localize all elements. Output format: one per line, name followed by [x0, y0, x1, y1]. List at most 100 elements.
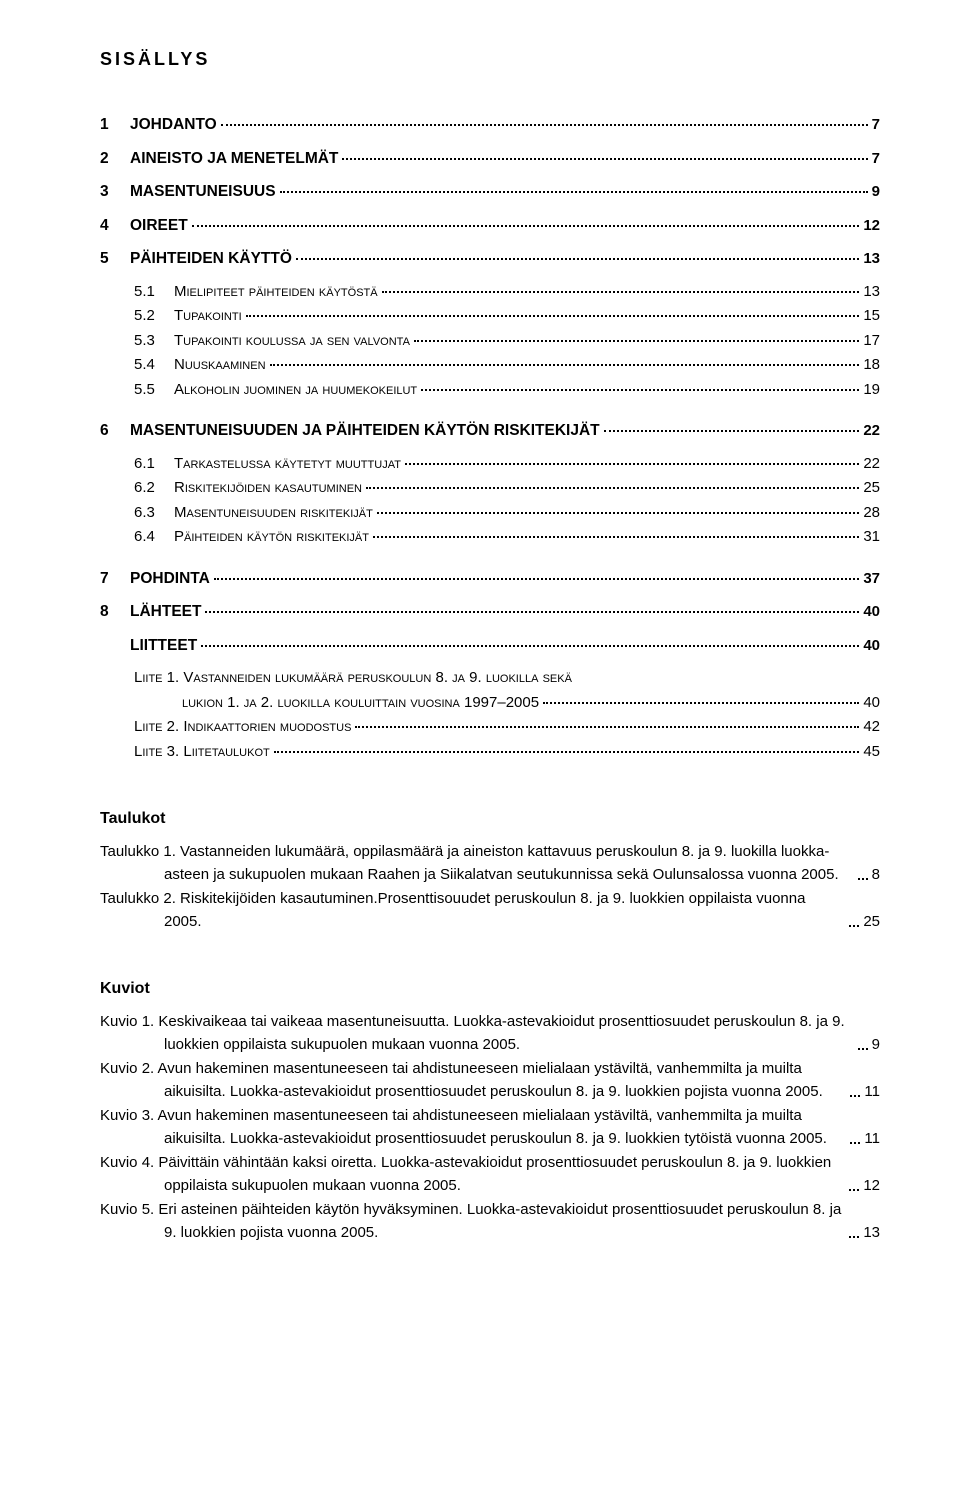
toc-page: 7	[872, 148, 880, 171]
kuvio-page: 11	[864, 1081, 880, 1104]
toc-label: Riskitekijöiden kasautuminen	[174, 477, 362, 500]
kuvio-entry: Kuvio 2. Avun hakeminen masentuneeseen t…	[100, 1058, 880, 1103]
toc-label: LÄHTEET	[130, 600, 201, 623]
liite-row-wrap: lukion 1. ja 2. luokilla kouluittain vuo…	[182, 692, 880, 715]
toc-number: 6.1	[134, 453, 168, 476]
dot-leader	[274, 751, 860, 753]
toc-number: 3	[100, 180, 124, 203]
toc-page: 37	[863, 568, 880, 591]
toc-level2-row: 5.2Tupakointi15	[134, 305, 880, 328]
liite-row: Liite 2. Indikaattorien muodostus 42	[134, 716, 880, 739]
toc-number: 5	[100, 247, 124, 270]
dot-leader	[858, 1048, 868, 1050]
kuvio-page: 11	[864, 1128, 880, 1151]
toc-page: 13	[863, 248, 880, 271]
dot-leader	[377, 512, 860, 514]
toc-page: 22	[863, 420, 880, 443]
toc-label: Masentuneisuuden riskitekijät	[174, 502, 373, 525]
toc-number: 8	[100, 600, 124, 623]
toc-page: 15	[863, 305, 880, 328]
liite-label: Liite 1. Vastanneiden lukumäärä peruskou…	[134, 667, 572, 690]
toc-page: 40	[863, 635, 880, 658]
toc-page: 7	[872, 114, 880, 137]
toc-level2-row: 5.1Mielipiteet päihteiden käytöstä13	[134, 281, 880, 304]
taulukko-page: 25	[863, 911, 880, 934]
page-title: SISÄLLYS	[100, 46, 880, 73]
taulukot-heading: Taulukot	[100, 807, 880, 831]
toc-page: 40	[863, 601, 880, 624]
kuvio-text: Kuvio 3. Avun hakeminen masentuneeseen t…	[100, 1105, 846, 1150]
toc-level2-row: 6.4Päihteiden käytön riskitekijät31	[134, 526, 880, 549]
kuvio-entry: Kuvio 5. Eri asteinen päihteiden käytön …	[100, 1199, 880, 1244]
toc-number: 6.3	[134, 502, 168, 525]
toc-label: Mielipiteet päihteiden käytöstä	[174, 281, 378, 304]
kuvio-entry: Kuvio 3. Avun hakeminen masentuneeseen t…	[100, 1105, 880, 1150]
toc-number: 6.4	[134, 526, 168, 549]
toc-number: 7	[100, 567, 124, 590]
toc-page: 9	[872, 181, 880, 204]
kuvio-text: Kuvio 5. Eri asteinen päihteiden käytön …	[100, 1199, 845, 1244]
kuvio-text: Kuvio 4. Päivittäin vähintään kaksi oire…	[100, 1152, 845, 1197]
dot-leader	[205, 611, 859, 613]
kuviot-heading: Kuviot	[100, 977, 880, 1001]
dot-leader	[543, 702, 859, 704]
taulukko-entry: Taulukko 1. Vastanneiden lukumäärä, oppi…	[100, 841, 880, 886]
liite-label: Liite 2. Indikaattorien muodostus	[134, 716, 351, 739]
toc-level1-row: 8 LÄHTEET 40	[100, 600, 880, 624]
dot-leader	[355, 726, 859, 728]
toc-number: 1	[100, 113, 124, 136]
liite-row: Liite 1. Vastanneiden lukumäärä peruskou…	[134, 667, 880, 690]
toc-number: 2	[100, 147, 124, 170]
toc-page: 28	[863, 502, 880, 525]
toc-label: JOHDANTO	[130, 113, 217, 136]
toc-number: 4	[100, 214, 124, 237]
dot-leader	[604, 430, 860, 432]
dot-leader	[214, 578, 860, 580]
liite-page: 45	[863, 741, 880, 764]
dot-leader	[270, 364, 860, 366]
dot-leader	[849, 1236, 859, 1238]
dot-leader	[849, 925, 859, 927]
toc-level2-row: 5.3Tupakointi koulussa ja sen valvonta17	[134, 330, 880, 353]
toc-label: LIITTEET	[130, 634, 197, 657]
dot-leader	[373, 536, 859, 538]
kuviot-container: Kuvio 1. Keskivaikeaa tai vaikeaa masent…	[100, 1011, 880, 1244]
toc-number: 5.3	[134, 330, 168, 353]
toc-page: 17	[863, 330, 880, 353]
toc-label: Päihteiden käytön riskitekijät	[174, 526, 369, 549]
toc-number: 5.5	[134, 379, 168, 402]
toc-level2-row: 6.3 Masentuneisuuden riskitekijät 28	[134, 502, 880, 525]
toc-level1-row: 3MASENTUNEISUUS9	[100, 180, 880, 204]
toc-level1-row: 7POHDINTA37	[100, 567, 880, 591]
liite-label: Liite 3. Liitetaulukot	[134, 741, 270, 764]
toc-level1-row: 5 PÄIHTEIDEN KÄYTTÖ 13	[100, 247, 880, 271]
toc-page: 25	[863, 477, 880, 500]
toc-label: Tarkastelussa käytetyt muuttujat	[174, 453, 401, 476]
dot-leader	[192, 225, 860, 227]
liite-page: 42	[863, 716, 880, 739]
toc-label: Alkoholin juominen ja huumekokeilut	[174, 379, 417, 402]
toc-page: 18	[863, 354, 880, 377]
taulukot-container: Taulukko 1. Vastanneiden lukumäärä, oppi…	[100, 841, 880, 933]
toc-number: 6	[100, 419, 124, 442]
toc-label: OIREET	[130, 214, 188, 237]
dot-leader	[850, 1095, 860, 1097]
kuvio-text: Kuvio 2. Avun hakeminen masentuneeseen t…	[100, 1058, 846, 1103]
toc-level1-row: 4OIREET12	[100, 214, 880, 238]
dot-leader	[382, 291, 860, 293]
page-root: SISÄLLYS 1 JOHDANTO 7 2 AINEISTO JA MENETELM…	[0, 0, 960, 1493]
kuvio-page: 12	[863, 1175, 880, 1198]
toc-label: AINEISTO JA MENETELMÄT	[130, 147, 338, 170]
toc-label: PÄIHTEIDEN KÄYTTÖ	[130, 247, 292, 270]
toc-level1-row: 1 JOHDANTO 7	[100, 113, 880, 137]
dot-leader	[296, 258, 859, 260]
taulukko-text: Taulukko 2. Riskitekijöiden kasautuminen…	[100, 888, 845, 933]
kuvio-entry: Kuvio 4. Päivittäin vähintään kaksi oire…	[100, 1152, 880, 1197]
toc-level2-row: 6.2Riskitekijöiden kasautuminen25	[134, 477, 880, 500]
liite-page: 40	[863, 692, 880, 715]
toc-page: 13	[863, 281, 880, 304]
toc-label: MASENTUNEISUUDEN JA PÄIHTEIDEN KÄYTÖN RI…	[130, 419, 600, 442]
kuvio-text: Kuvio 1. Keskivaikeaa tai vaikeaa masent…	[100, 1011, 854, 1056]
dot-leader	[850, 1142, 860, 1144]
dot-leader	[366, 487, 859, 489]
